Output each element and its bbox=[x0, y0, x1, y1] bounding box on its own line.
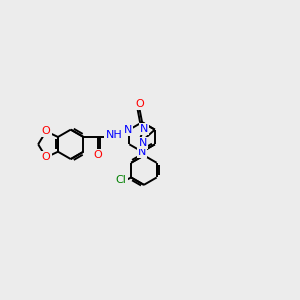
Text: N: N bbox=[138, 147, 146, 157]
Text: N: N bbox=[124, 124, 132, 135]
Text: N: N bbox=[140, 124, 148, 134]
Text: O: O bbox=[93, 150, 102, 160]
Text: O: O bbox=[135, 99, 144, 109]
Text: O: O bbox=[42, 152, 50, 162]
Text: NH: NH bbox=[105, 130, 122, 140]
Text: N: N bbox=[139, 138, 147, 148]
Text: Cl: Cl bbox=[116, 175, 127, 185]
Text: O: O bbox=[42, 126, 50, 136]
